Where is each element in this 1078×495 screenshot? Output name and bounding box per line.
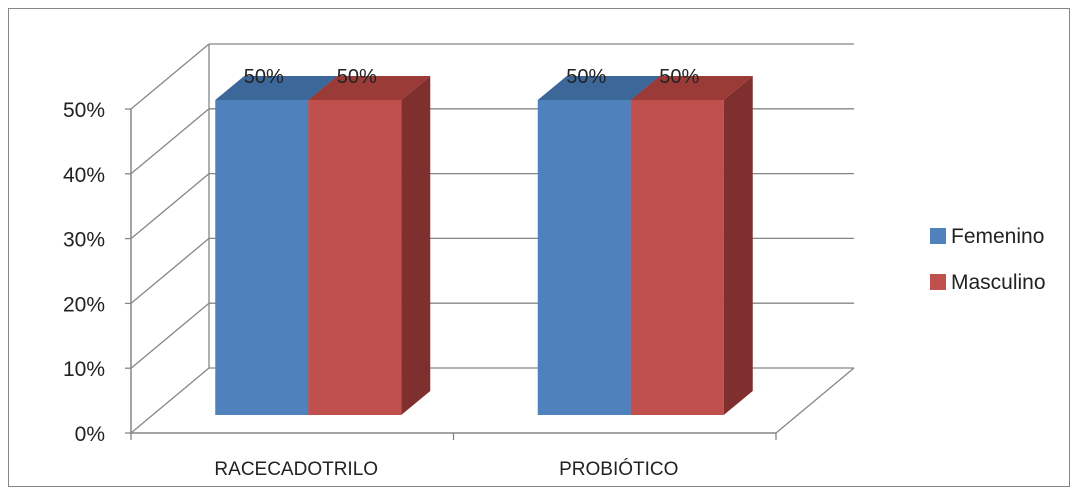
bar-masculino-front bbox=[308, 100, 402, 415]
legend-label: Masculino bbox=[951, 271, 1046, 294]
data-label: 50% bbox=[244, 66, 284, 88]
side-wall-gridline-3 bbox=[130, 173, 210, 240]
side-wall-gridline-0 bbox=[130, 367, 210, 434]
floor-right-edge bbox=[775, 367, 855, 434]
y-tick-label: 20% bbox=[63, 293, 105, 316]
x-category-label: RACECADOTRILO bbox=[214, 459, 378, 480]
bar-masculino-side bbox=[401, 76, 431, 415]
chart-frame: 0% 10% 20% 30% 40% 50% 50% 50% RACECADOTRILO 50% 5… bbox=[8, 8, 1070, 487]
data-label: 50% bbox=[566, 66, 606, 88]
legend-swatch-femenino bbox=[930, 228, 946, 244]
y-tick-label: 10% bbox=[63, 358, 105, 381]
bar-masculino-top bbox=[308, 76, 431, 100]
side-wall-gridline-2 bbox=[130, 237, 210, 304]
bar-femenino-front bbox=[215, 100, 309, 415]
legend-label: Femenino bbox=[951, 225, 1044, 248]
data-label: 50% bbox=[659, 66, 699, 88]
bar-femenino-top bbox=[537, 76, 660, 100]
side-wall-gridline-5 bbox=[130, 43, 210, 110]
bar-masculino-front bbox=[630, 100, 724, 415]
bar-femenino-front bbox=[537, 100, 631, 415]
chart-plot: 0% 10% 20% 30% 40% 50% 50% 50% RACECADOTRILO 50% 5… bbox=[63, 43, 1046, 480]
y-tick-label: 40% bbox=[63, 164, 105, 187]
y-tick-label: 30% bbox=[63, 229, 105, 252]
y-tick-label: 50% bbox=[63, 99, 105, 122]
side-wall-gridline-1 bbox=[130, 302, 210, 369]
bar-masculino-side bbox=[723, 76, 753, 415]
x-category-label: PROBIÓTICO bbox=[559, 458, 678, 480]
bar-femenino-top bbox=[215, 76, 338, 100]
bar-masculino-top bbox=[630, 76, 753, 100]
legend-swatch-masculino bbox=[930, 274, 946, 290]
data-label: 50% bbox=[337, 66, 377, 88]
side-wall-gridline-4 bbox=[130, 108, 210, 175]
y-tick-label: 0% bbox=[75, 423, 105, 446]
